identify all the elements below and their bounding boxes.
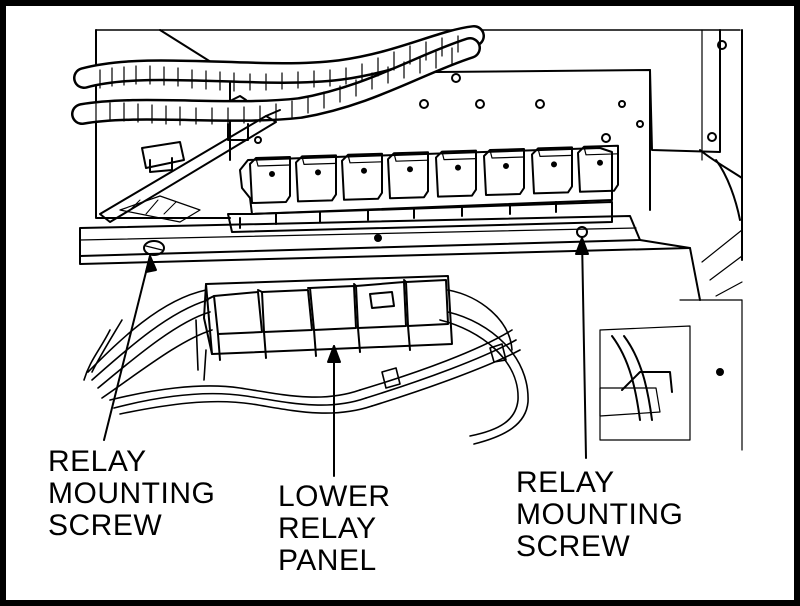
mounting-rail: [79, 195, 691, 265]
upper-relay-row: [227, 144, 619, 233]
mounting-screws: [143, 226, 588, 256]
diagonal-brace: [99, 109, 281, 223]
upper-relay: [295, 154, 337, 203]
upper-relay: [483, 148, 525, 196]
callout-line: SCREW: [516, 530, 631, 563]
callout-line: SCREW: [48, 509, 163, 542]
callout-line: RELAY: [48, 445, 147, 478]
callout-line: RELAY: [278, 512, 377, 545]
upper-relay: [435, 149, 477, 198]
upper-relay: [577, 144, 619, 193]
lower-wire-harness: [83, 289, 529, 445]
upper-relay: [387, 151, 429, 200]
callout-lower-relay-panel: LOWER RELAY PANEL: [278, 481, 391, 577]
upper-relay: [249, 156, 291, 204]
right-side-frame: [599, 149, 743, 451]
callout-line: LOWER: [278, 480, 391, 513]
bulkhead-structure: [95, 29, 743, 261]
callout-line: MOUNTING: [516, 498, 684, 531]
lower-relay-panel: [203, 275, 453, 361]
callout-line: MOUNTING: [48, 477, 216, 510]
callout-relay-mounting-screw-right: RELAY MOUNTING SCREW: [516, 467, 683, 563]
upper-wire-conduit: [71, 25, 485, 141]
callout-relay-mounting-screw-left: RELAY MOUNTING SCREW: [48, 446, 215, 542]
leader-lines: [103, 237, 589, 477]
callout-line: PANEL: [278, 544, 377, 577]
upper-relay: [531, 146, 573, 195]
callout-line: RELAY: [516, 466, 615, 499]
upper-relay: [341, 152, 383, 201]
